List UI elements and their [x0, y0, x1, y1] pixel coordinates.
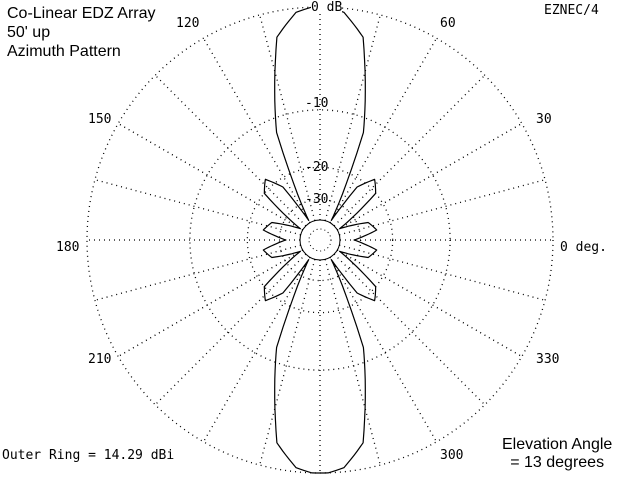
ring-20db — [246, 166, 394, 314]
azimuth-label-120: 120 — [176, 16, 200, 31]
center-circle-inner — [308, 228, 332, 252]
spoke-285 — [324, 259, 381, 466]
ring-label-minus20: -20 — [305, 160, 329, 175]
radiation-pattern-curve — [262, 6, 378, 474]
spoke-105 — [259, 14, 316, 221]
azimuth-label-210: 210 — [88, 352, 112, 367]
spoke-75 — [324, 14, 381, 221]
azimuth-label-150: 150 — [88, 112, 112, 127]
spoke-135 — [154, 74, 307, 227]
program-name: EZNEC/4 — [544, 3, 599, 18]
spoke-330 — [336, 249, 523, 358]
azimuth-label-30: 30 — [536, 112, 552, 127]
plot-title-line-3: Azimuth Pattern — [7, 43, 121, 60]
ring-label-minus10: -10 — [305, 96, 329, 111]
spoke-225 — [154, 253, 307, 406]
spoke-165 — [94, 179, 301, 236]
spoke-195 — [94, 244, 301, 301]
spoke-300 — [329, 256, 438, 443]
spoke-240 — [202, 256, 311, 443]
azimuth-label-180: 180 — [56, 240, 80, 255]
azimuth-label-300: 300 — [440, 448, 464, 463]
plot-title-line-1: Co-Linear EDZ Array — [7, 5, 156, 22]
pattern-group — [262, 6, 378, 474]
center-circle-outer — [299, 219, 341, 261]
spoke-150 — [117, 122, 304, 231]
elevation-label-line-2: = 13 degrees — [510, 454, 605, 471]
azimuth-label-330: 330 — [536, 352, 560, 367]
spoke-15 — [339, 179, 546, 236]
spoke-345 — [339, 244, 546, 301]
azimuth-label-60: 60 — [440, 16, 456, 31]
elevation-label-line-1: Elevation Angle — [502, 436, 613, 453]
ring-label-0db: 0 dB — [311, 0, 343, 15]
spoke-60 — [329, 37, 438, 224]
polar-grid — [86, 6, 554, 474]
plot-title: Co-Linear EDZ Array 50' up Azimuth Patte… — [7, 4, 156, 61]
spoke-30 — [336, 122, 523, 231]
plot-title-line-2: 50' up — [7, 24, 51, 41]
spoke-45 — [333, 74, 486, 227]
azimuth-label-0: 0 deg. — [560, 240, 607, 255]
spoke-120 — [202, 37, 311, 224]
spoke-315 — [333, 253, 486, 406]
elevation-angle: Elevation Angle = 13 degrees — [502, 436, 612, 472]
spoke-255 — [259, 259, 316, 466]
outer-ring-gain: Outer Ring = 14.29 dBi — [2, 448, 175, 463]
ring-label-minus30: -30 — [305, 192, 329, 207]
spoke-210 — [117, 249, 304, 358]
